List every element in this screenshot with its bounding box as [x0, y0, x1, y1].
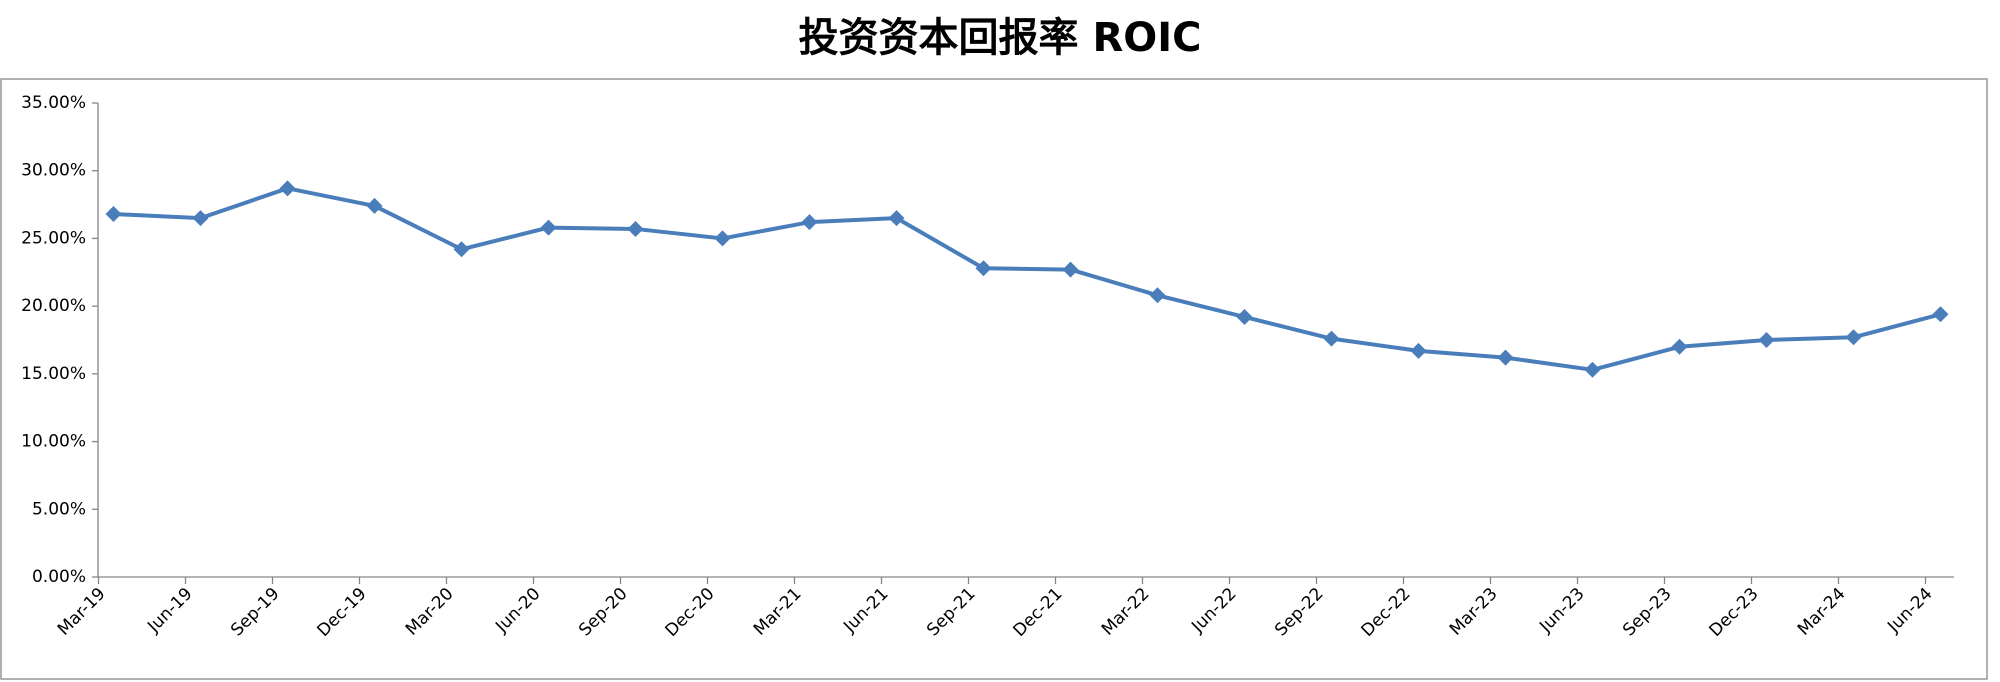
data-point — [1932, 306, 1949, 323]
x-tick-label: Dec-21 — [1010, 584, 1067, 641]
y-tick-label: 15.00% — [21, 364, 86, 384]
data-point — [1236, 308, 1253, 325]
x-tick-label: Mar-21 — [750, 584, 806, 640]
chart-title: 投资资本回报率 ROIC — [799, 15, 1202, 61]
x-tick-label: Sep-19 — [227, 584, 283, 640]
data-point — [366, 197, 383, 214]
data-line — [113, 186, 1942, 372]
y-tick-label: 10.00% — [21, 432, 86, 452]
data-point — [192, 210, 209, 227]
x-tick-label: Sep-20 — [575, 584, 631, 640]
y-tick-label: 0.00% — [32, 567, 86, 587]
y-tick-label: 25.00% — [21, 228, 86, 248]
data-point — [714, 230, 731, 247]
data-point — [888, 210, 905, 227]
data-point — [1323, 330, 1340, 347]
data-point — [1584, 361, 1601, 378]
data-point — [105, 206, 122, 223]
x-tick-label: Dec-20 — [662, 584, 719, 641]
data-point — [1758, 332, 1775, 348]
data-point — [627, 220, 644, 237]
data-point — [801, 214, 818, 231]
x-tick-label: Sep-22 — [1271, 584, 1327, 640]
x-tick-label: Mar-23 — [1446, 584, 1502, 640]
data-point — [540, 219, 557, 236]
data-point — [1149, 287, 1166, 304]
x-tick-label: Jun-21 — [839, 584, 892, 637]
x-tick-label: Jun-19 — [143, 584, 196, 637]
x-tick-label: Mar-19 — [54, 584, 110, 640]
x-tick-label: Jun-24 — [1883, 584, 1936, 637]
y-tick-label: 20.00% — [21, 296, 86, 316]
x-tick-label: Jun-20 — [491, 584, 544, 637]
x-tick-label: Mar-20 — [402, 584, 458, 640]
x-tick-label: Dec-19 — [314, 584, 371, 641]
x-tick-label: Sep-23 — [1619, 584, 1675, 640]
x-tick-label: Jun-23 — [1535, 584, 1588, 637]
data-point — [453, 241, 470, 258]
data-point — [1671, 338, 1688, 355]
x-tick-label: Dec-22 — [1358, 584, 1415, 641]
y-tick-label: 30.00% — [21, 161, 86, 181]
chart-border — [0, 78, 1988, 680]
data-point — [1845, 329, 1862, 346]
data-point — [279, 180, 296, 197]
data-point — [975, 260, 992, 277]
x-tick-label: Dec-23 — [1706, 584, 1763, 641]
data-point — [1497, 349, 1514, 366]
x-tick-label: Mar-22 — [1098, 584, 1154, 640]
y-tick-label: 5.00% — [32, 499, 86, 519]
x-tick-label: Sep-21 — [923, 584, 979, 640]
data-point — [1410, 342, 1427, 359]
x-tick-label: Jun-22 — [1187, 584, 1240, 637]
data-point — [1062, 261, 1079, 278]
y-tick-label: 35.00% — [21, 93, 86, 113]
x-tick-label: Mar-24 — [1794, 584, 1850, 640]
